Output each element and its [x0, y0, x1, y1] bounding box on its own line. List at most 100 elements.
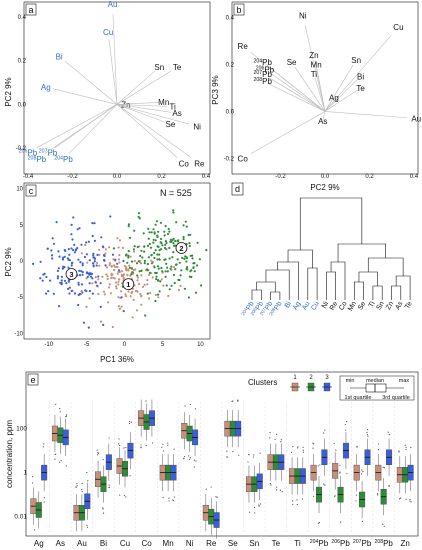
loading-label: Sn: [154, 63, 164, 72]
data-point-cluster-2: [181, 256, 184, 260]
y-tick-label: 5: [20, 223, 24, 229]
data-point-cluster-1: [132, 250, 136, 253]
data-point-cluster-3: [102, 323, 105, 326]
data-point-cluster-2: [127, 225, 130, 228]
data-point-cluster-3: [81, 273, 84, 276]
data-point-cluster-2: [127, 254, 130, 257]
loading-line: [324, 111, 408, 119]
data-point-cluster-3: [88, 272, 91, 276]
data-point-cluster-2: [157, 267, 160, 270]
loading-line: [64, 60, 118, 105]
data-point-cluster-2: [148, 231, 151, 234]
panel-a-y-ticks: -0.2 0.0 0.2 0.4: [16, 15, 27, 152]
box-outlier: [188, 455, 190, 457]
data-point-cluster-2: [140, 269, 143, 272]
box-outlier: [324, 429, 326, 431]
category-label: Ti: [294, 539, 301, 548]
data-point-cluster-3: [70, 262, 74, 265]
x-tick-label: -0.4: [23, 174, 34, 180]
data-point-cluster-2: [148, 242, 151, 246]
panel-c-annotation: N = 525: [160, 188, 192, 198]
box-outlier: [313, 443, 315, 445]
data-point-cluster-3: [93, 239, 96, 242]
box-outlier: [184, 405, 186, 407]
x-tick-label: 0.2: [157, 174, 166, 180]
box-outlier: [312, 495, 315, 497]
data-point-cluster-2: [144, 314, 147, 317]
data-point-cluster-3: [100, 236, 103, 239]
box-outlier: [42, 446, 44, 448]
y-tick-label: -5: [18, 295, 24, 301]
box-outlier: [43, 501, 45, 503]
data-point-cluster-1: [140, 274, 143, 277]
box-outlier: [226, 456, 228, 458]
data-point-cluster-1: [132, 268, 135, 272]
data-point-cluster-1: [112, 258, 115, 261]
data-point-cluster-1: [98, 264, 101, 267]
data-point-cluster-3: [31, 262, 35, 265]
loading-line: [36, 104, 118, 148]
box-outlier: [216, 496, 218, 498]
cluster-label: 3: [69, 270, 73, 279]
data-point-cluster-3: [88, 289, 91, 293]
loading-label: Ag: [329, 93, 339, 102]
data-point-cluster-1: [117, 283, 120, 286]
data-point-cluster-2: [147, 227, 150, 230]
data-point-cluster-2: [153, 256, 156, 260]
data-point-cluster-2: [160, 237, 163, 241]
box-outlier: [361, 520, 364, 522]
box-outlier: [292, 503, 294, 505]
box-outlier: [128, 420, 131, 422]
data-point-cluster-2: [196, 241, 199, 244]
data-point-cluster-3: [50, 254, 54, 257]
box-outlier: [97, 454, 99, 456]
leaf-label: 204Pb: [240, 300, 255, 318]
data-point-cluster-1: [110, 265, 113, 268]
data-point-cluster-3: [45, 275, 48, 279]
leaf-label: Bi: [284, 300, 293, 309]
data-point-cluster-2: [165, 241, 168, 245]
box-outlier: [86, 526, 89, 528]
data-point-cluster-2: [179, 274, 182, 277]
loading-label: 208Pb: [253, 77, 272, 86]
data-point-cluster-2: [159, 221, 162, 224]
data-point-cluster-3: [67, 280, 70, 283]
data-point-cluster-2: [152, 241, 155, 244]
data-point-cluster-3: [60, 275, 64, 278]
category-label: As: [56, 539, 65, 548]
data-point-cluster-2: [175, 221, 178, 224]
loading-line: [324, 98, 334, 112]
data-point-cluster-2: [178, 261, 181, 264]
leaf-label: Ti: [368, 300, 377, 309]
data-point-cluster-1: [127, 290, 130, 293]
panel-e-y-label: concentration, ppm: [5, 420, 14, 488]
data-point-cluster-3: [62, 256, 65, 259]
box-outlier: [123, 494, 125, 497]
data-point-cluster-2: [167, 227, 170, 231]
loading-label: 207Pb: [253, 70, 272, 79]
box-outlier: [108, 484, 110, 486]
box-outlier: [377, 443, 379, 445]
data-point-cluster-3: [81, 264, 84, 267]
cluster-label-marker: [175, 242, 188, 254]
data-point-cluster-2: [163, 246, 167, 250]
leaf-label: Re: [329, 300, 340, 311]
data-point-cluster-3: [58, 305, 61, 308]
box-outlier: [129, 475, 131, 477]
data-point-cluster-1: [97, 292, 100, 296]
data-point-cluster-2: [182, 224, 185, 227]
data-point-cluster-3: [68, 292, 71, 295]
box-key-median-label: median: [366, 378, 384, 384]
data-point-cluster-1: [129, 295, 132, 298]
data-point-cluster-2: [165, 248, 168, 251]
data-point-cluster-1: [143, 283, 146, 286]
panel-d-tag-box: [231, 182, 244, 196]
data-point-cluster-2: [189, 233, 192, 236]
dendrogram-branch: [395, 275, 411, 300]
box-outlier: [410, 446, 412, 449]
data-point-cluster-1: [115, 287, 118, 290]
box-outlier: [193, 459, 195, 461]
loading-line: [116, 104, 166, 123]
box-outlier: [269, 431, 271, 434]
